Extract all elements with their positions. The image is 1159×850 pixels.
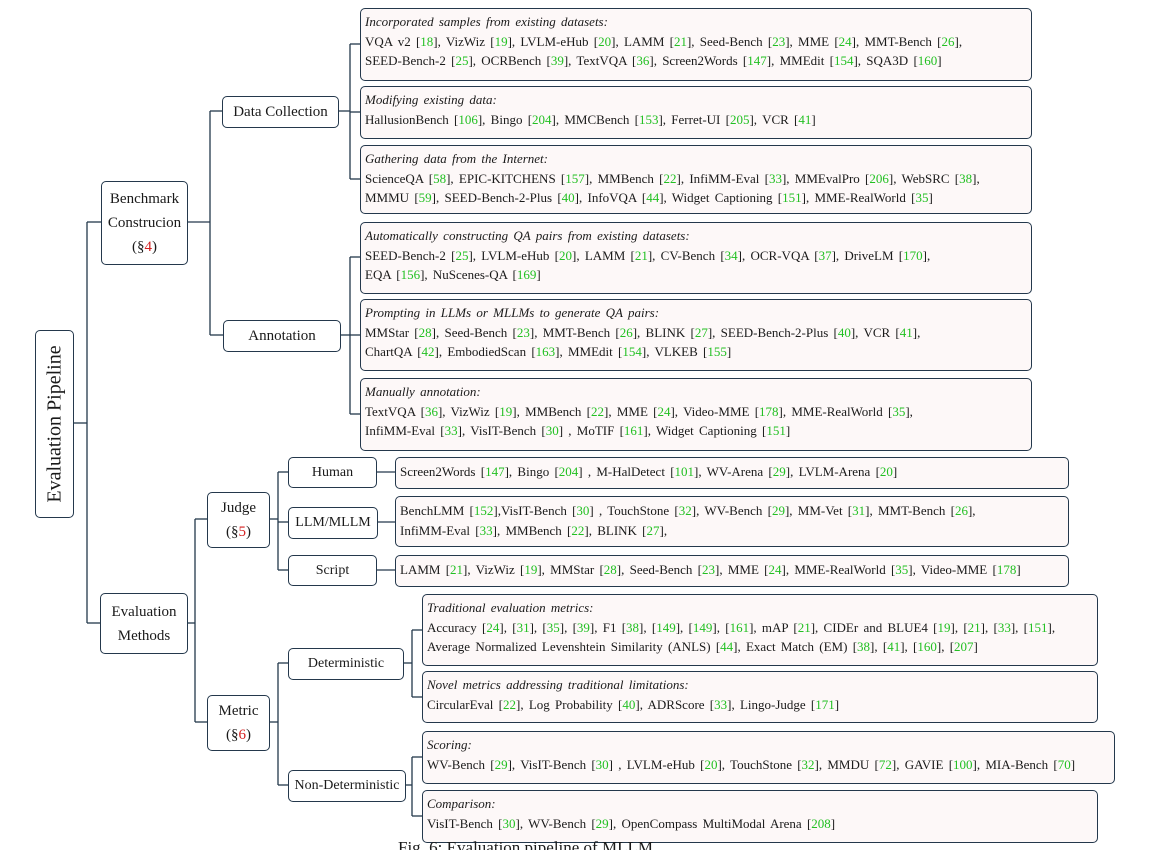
judge-node: Judge (§5) bbox=[207, 492, 270, 548]
group-heading: Prompting in LLMs or MLLMs to generate Q… bbox=[365, 305, 660, 320]
leaf-box: Gathering data from the Internet: Science… bbox=[360, 145, 1032, 214]
reference-line: TextVQA [36], VizWiz [19], MMBench [22],… bbox=[365, 403, 913, 419]
node-label: Evaluation bbox=[111, 603, 177, 620]
reference-line: InfiMM-Eval [33], VisIT-Bench [30] , MoT… bbox=[365, 423, 791, 438]
node-label: Benchmark bbox=[109, 191, 180, 207]
reference-line: MMStar [28], Seed-Bench [23], MMT-Bench … bbox=[365, 324, 921, 340]
reference-line: Accuracy [24], [31], [35], [39], F1 [38]… bbox=[427, 619, 1056, 635]
group-heading: Manually annotation: bbox=[365, 384, 481, 399]
reference-line: ChartQA [42], EmbodiedScan [163], MMEdit… bbox=[365, 344, 732, 359]
script-node: Script bbox=[288, 555, 377, 586]
group-heading: Automatically constructing QA pairs from… bbox=[365, 228, 690, 243]
reference-line: InfiMM-Eval [33], MMBench [22], BLINK [2… bbox=[400, 522, 668, 538]
reference-line: CircularEval [22], Log Probability [40],… bbox=[427, 696, 840, 712]
reference-line: EQA [156], NuScenes-QA [169] bbox=[365, 267, 541, 282]
leaf-box: LAMM [21], VizWiz [19], MMStar [28], See… bbox=[395, 555, 1069, 587]
section-ref: (§5) bbox=[226, 524, 251, 540]
group-heading: Gathering data from the Internet: bbox=[365, 151, 548, 166]
root-label: Evaluation Pipeline bbox=[43, 345, 66, 503]
group-heading: Comparison: bbox=[427, 796, 496, 811]
leaf-box: BenchLMM [152],VisIT-Bench [30] , TouchS… bbox=[395, 496, 1069, 547]
reference-line: Screen2Words [147], Bingo [204] , M-HalD… bbox=[400, 464, 898, 480]
leaf-box: Prompting in LLMs or MLLMs to generate Q… bbox=[360, 299, 1032, 371]
leaf-box: Automatically constructing QA pairs from… bbox=[360, 222, 1032, 294]
leaf-box: Comparison: VisIT-Bench [30], WV-Bench [2… bbox=[422, 790, 1098, 843]
llm-node: LLM/MLLM bbox=[288, 507, 378, 539]
reference-line: WV-Bench [29], VisIT-Bench [30] , LVLM-e… bbox=[427, 756, 1076, 772]
group-heading: Scoring: bbox=[427, 737, 472, 752]
benchmark-node: Benchmark Construcion (§4) bbox=[101, 181, 188, 265]
group-heading: Incorporated samples from existing datas… bbox=[365, 14, 608, 29]
reference-line: HallusionBench [106], Bingo [204], MMCBe… bbox=[365, 111, 816, 127]
leaf-box: Scoring: WV-Bench [29], VisIT-Bench [30] … bbox=[422, 731, 1115, 784]
node-label: Non-Deterministic bbox=[294, 778, 400, 793]
reference-line: VisIT-Bench [30], WV-Bench [29], OpenCom… bbox=[427, 815, 836, 831]
caption: Fig. 6: Evaluation pipeline of MLLM. bbox=[398, 838, 658, 850]
leaf-box: Novel metrics addressing traditional lim… bbox=[422, 671, 1098, 723]
group-heading: Novel metrics addressing traditional lim… bbox=[427, 677, 689, 692]
root-node: Evaluation Pipeline bbox=[35, 330, 74, 518]
node-label: Deterministic bbox=[307, 656, 385, 671]
reference-line: Average Normalized Levenshtein Similarit… bbox=[427, 639, 978, 654]
group-heading: Traditional evaluation metrics: bbox=[427, 600, 594, 615]
reference-line: VQA v2 [18], VizWiz [19], LVLM-eHub [20]… bbox=[365, 33, 963, 49]
node-label: LLM/MLLM bbox=[295, 515, 371, 530]
leaf-box: Modifying existing data: HallusionBench [… bbox=[360, 86, 1032, 139]
section-ref: (§6) bbox=[226, 727, 251, 743]
section-ref: (§4) bbox=[132, 239, 157, 255]
non-deterministic-node: Non-Deterministic bbox=[288, 770, 406, 802]
node-label: Methods bbox=[117, 627, 171, 644]
group-heading: Modifying existing data: bbox=[365, 92, 497, 107]
node-label: Judge bbox=[221, 500, 256, 516]
node-label: Annotation bbox=[248, 328, 316, 344]
node-label: Human bbox=[311, 464, 354, 480]
annotation-node: Annotation bbox=[223, 320, 341, 352]
reference-line: ScienceQA [58], EPIC-KITCHENS [157], MMB… bbox=[365, 170, 980, 186]
node-label: Construcion bbox=[107, 215, 182, 231]
node-label: Script bbox=[315, 562, 350, 578]
reference-line: BenchLMM [152],VisIT-Bench [30] , TouchS… bbox=[400, 503, 976, 518]
leaf-box: Traditional evaluation metrics: Accuracy … bbox=[422, 594, 1098, 666]
node-label: Data Collection bbox=[233, 104, 328, 120]
human-node: Human bbox=[288, 457, 377, 488]
metric-node: Metric (§6) bbox=[207, 695, 270, 751]
deterministic-node: Deterministic bbox=[288, 648, 404, 680]
reference-line: SEED-Bench-2 [25], LVLM-eHub [20], LAMM … bbox=[365, 247, 931, 263]
leaf-box: Manually annotation: TextVQA [36], VizWiz… bbox=[360, 378, 1032, 451]
leaf-box: Incorporated samples from existing datas… bbox=[360, 8, 1032, 81]
leaf-box: Screen2Words [147], Bingo [204] , M-HalD… bbox=[395, 457, 1069, 489]
reference-line: SEED-Bench-2 [25], OCRBench [39], TextVQ… bbox=[365, 53, 942, 68]
evaluation-node: Evaluation Methods bbox=[100, 593, 188, 654]
node-label: Metric bbox=[218, 703, 259, 719]
data-collection-node: Data Collection bbox=[222, 96, 339, 128]
reference-line: LAMM [21], VizWiz [19], MMStar [28], See… bbox=[400, 562, 1021, 578]
reference-line: MMMU [59], SEED-Bench-2-Plus [40], InfoV… bbox=[365, 190, 933, 205]
